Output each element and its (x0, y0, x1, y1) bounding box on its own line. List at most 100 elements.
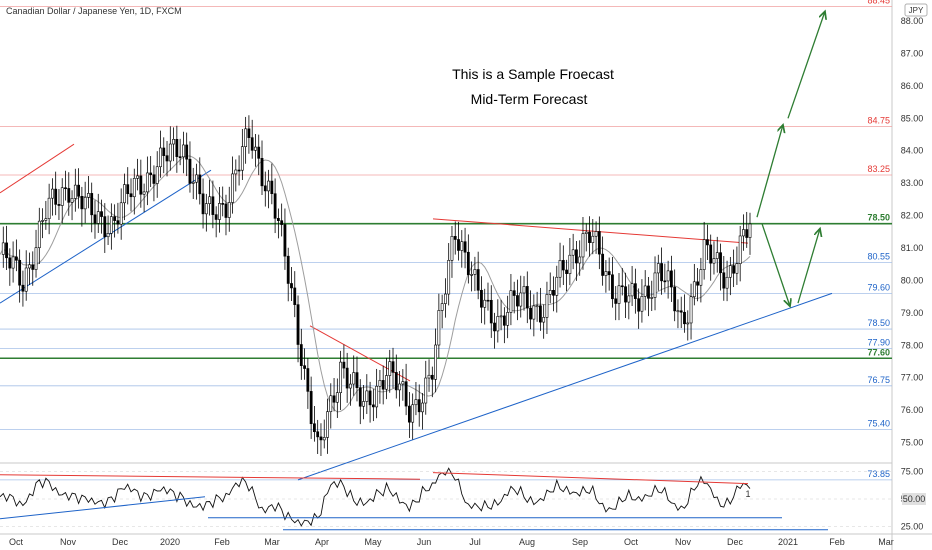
horizontal-levels: 88.45 84.75 83.25 78.50 80.55 79.60 78.50 77.90… (0, 0, 892, 481)
candle-body (709, 244, 713, 264)
candle-body (280, 220, 284, 225)
candle-body (555, 276, 559, 296)
y-tick-label: 84.00 (901, 146, 924, 156)
candle-body (28, 264, 31, 269)
candle-body (489, 299, 493, 324)
candle-body (493, 322, 496, 332)
candle-body (702, 239, 706, 270)
candle-body (293, 287, 297, 305)
candle-body (385, 375, 388, 390)
candle-body (532, 305, 536, 320)
candle-body (231, 173, 234, 203)
candle-body (191, 181, 195, 184)
candle-body (345, 367, 349, 389)
candle-body (299, 344, 303, 366)
x-tick-label: Mar (264, 537, 280, 547)
candle-body (218, 203, 221, 220)
candle-body (614, 298, 618, 304)
candle-body (545, 294, 549, 318)
level-label: 88.45 (867, 0, 890, 5)
candle-body (509, 290, 513, 313)
x-tick-label: Feb (214, 537, 230, 547)
currency-badge[interactable]: JPY (904, 3, 928, 17)
level-label: 77.90 (867, 338, 890, 348)
candle-body (581, 233, 585, 258)
candle-body (227, 202, 231, 218)
candle-body (565, 269, 568, 274)
level-label: 79.60 (867, 282, 890, 292)
x-tick-label: Oct (624, 537, 639, 547)
x-tick-label: Mar (878, 537, 894, 547)
candle-body (712, 258, 716, 264)
candle-body (54, 188, 58, 205)
osc-tick-label: 75.00 (901, 467, 924, 477)
candle-body (522, 286, 526, 294)
candle-body (142, 191, 146, 195)
trend-red-1 (0, 143, 75, 194)
symbol-title: Canadian Dollar / Japanese Yen, 1D, FXCM (6, 6, 182, 16)
y-tick-label: 80.00 (901, 275, 924, 285)
candle-body (496, 316, 500, 332)
candle-body (499, 315, 503, 318)
candle-body (149, 172, 153, 176)
x-tick-label: May (364, 537, 382, 547)
candle-body (388, 361, 392, 376)
candle-body (178, 156, 182, 158)
candle-body (322, 437, 326, 441)
candle-body (77, 184, 81, 197)
candle-body (558, 260, 562, 278)
candle-body (748, 223, 752, 238)
candle-body (650, 297, 654, 299)
candle-body (73, 184, 77, 199)
level-label: 78.50 (867, 318, 890, 328)
candle-body (483, 299, 487, 308)
candle-body (64, 187, 67, 190)
candle-body (725, 276, 729, 289)
candle-body (224, 203, 228, 218)
trend-blue-2 (297, 292, 833, 481)
candle-body (335, 392, 339, 403)
ma-line (0, 155, 751, 413)
candle-body (198, 174, 202, 195)
candle-body (575, 249, 578, 264)
candle-body (738, 235, 742, 265)
candle-body (394, 372, 398, 391)
candle-body (529, 307, 532, 320)
candle-body (221, 203, 225, 205)
candle-body (673, 286, 677, 312)
candle-body (463, 241, 467, 253)
forecast-arrows (756, 11, 825, 306)
osc-trend-blue-1 (0, 496, 206, 520)
candle-body (96, 211, 100, 224)
candle-body (371, 404, 375, 408)
candle-body (660, 263, 663, 282)
candle-body (51, 188, 54, 199)
candle-body (525, 286, 529, 309)
candle-body (679, 310, 683, 313)
y-tick-label: 88.00 (901, 16, 924, 26)
y-tick-label: 78.00 (901, 340, 924, 350)
x-tick-label: Dec (112, 537, 129, 547)
candle-body (201, 193, 205, 215)
candle-body (257, 146, 261, 159)
x-tick-label: Jun (417, 537, 432, 547)
candle-body (352, 372, 356, 385)
candle-body (512, 290, 516, 296)
candle-body (414, 399, 418, 406)
candle-body (14, 256, 18, 261)
candle-body (653, 272, 657, 298)
candle-body (732, 265, 736, 274)
level-label: 84.75 (867, 115, 890, 125)
candle-body (417, 399, 421, 413)
candle-body (211, 196, 215, 215)
candle-body (329, 395, 333, 413)
candle-body (643, 285, 647, 297)
candle-body (283, 224, 287, 257)
candle-body (182, 144, 185, 158)
candle-body (44, 218, 48, 221)
candle-body (168, 143, 172, 162)
candle-body (607, 271, 611, 276)
candle-body (126, 184, 130, 195)
